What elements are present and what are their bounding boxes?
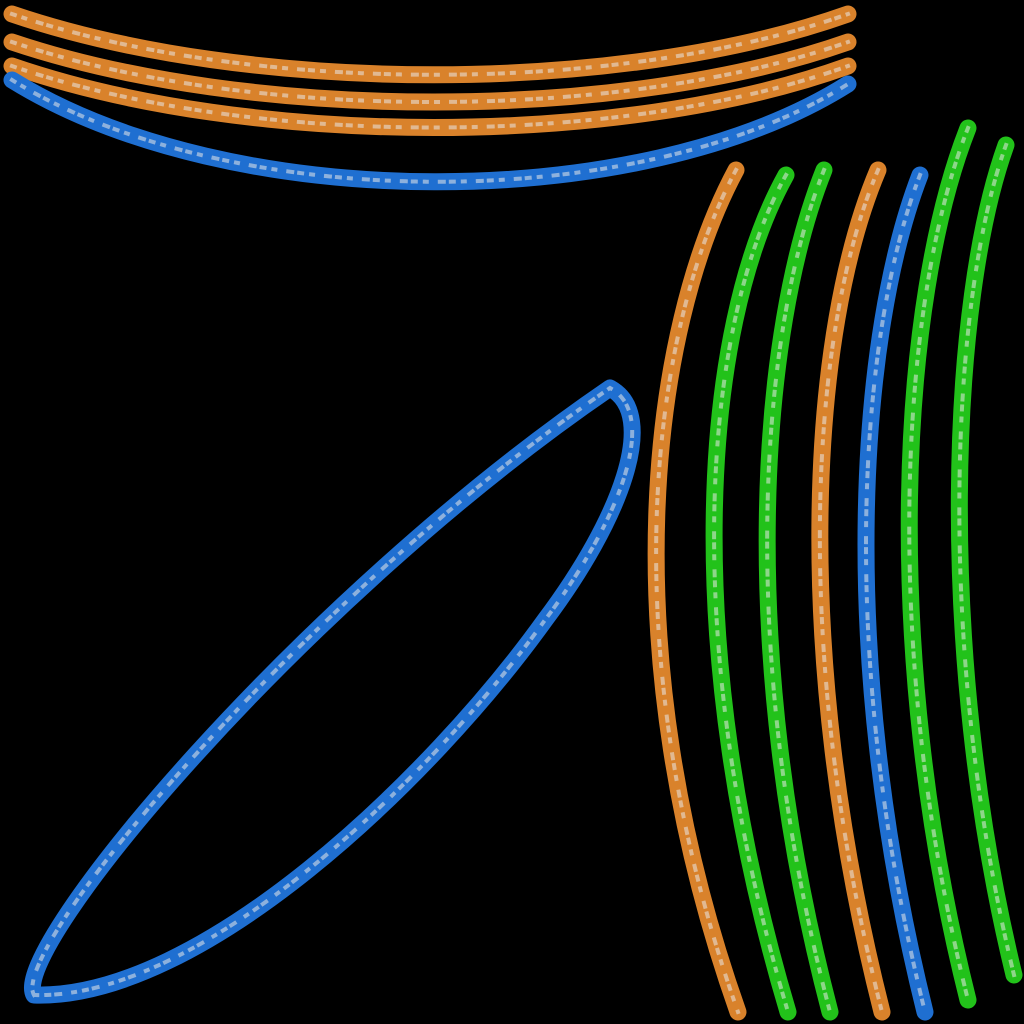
right-blue-strand [857, 166, 934, 1021]
top-orange-strand-2-speckle [9, 39, 851, 104]
blue-loop-strand-speckle [30, 385, 635, 998]
right-green-strand-2-speckle [765, 167, 833, 1015]
right-green-strand-4 [950, 136, 1023, 984]
right-orange-strand-2 [811, 161, 891, 1021]
right-green-strand-2 [758, 161, 839, 1021]
right-green-strand-4-speckle [957, 142, 1017, 978]
top-orange-strand-1 [3, 5, 857, 84]
top-blue-strand-speckle [9, 77, 851, 184]
top-orange-strand-3 [3, 57, 857, 136]
top-orange-strand-3-speckle [9, 63, 851, 130]
right-green-strand-3 [900, 119, 977, 1009]
right-green-strand-3-speckle [907, 125, 971, 1003]
right-green-strand-1 [705, 166, 797, 1021]
right-green-strand-1-speckle [712, 172, 791, 1015]
blue-loop-strand [23, 379, 641, 1004]
right-blue-strand-speckle [864, 172, 928, 1015]
top-orange-strand-2 [3, 33, 857, 111]
top-orange-strand-1-speckle [9, 11, 851, 77]
top-blue-strand [3, 71, 857, 191]
right-orange-strand-1 [647, 161, 747, 1021]
right-orange-strand-2-speckle [817, 167, 885, 1015]
right-orange-strand-1-speckle [654, 167, 741, 1015]
strand-group [3, 5, 1023, 1021]
